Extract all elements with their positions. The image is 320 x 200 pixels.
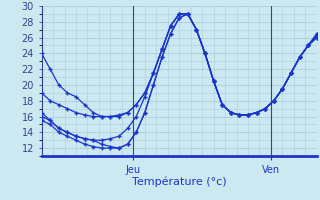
X-axis label: Température (°c): Température (°c)	[132, 176, 227, 187]
